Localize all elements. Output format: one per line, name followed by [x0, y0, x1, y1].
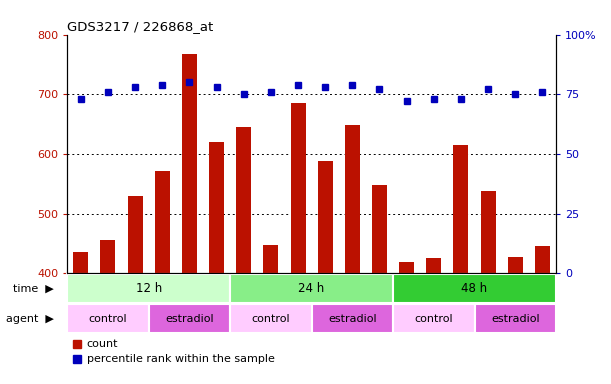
FancyBboxPatch shape: [312, 304, 393, 333]
Text: control: control: [252, 314, 290, 324]
Bar: [426, 258, 441, 273]
Bar: [535, 247, 550, 273]
Text: 24 h: 24 h: [299, 282, 324, 295]
Text: 12 h: 12 h: [136, 282, 162, 295]
FancyBboxPatch shape: [230, 274, 393, 303]
Bar: [481, 192, 496, 273]
Bar: [318, 161, 332, 273]
Bar: [291, 103, 306, 273]
Text: estradiol: estradiol: [328, 314, 376, 324]
FancyBboxPatch shape: [67, 304, 148, 333]
Bar: [100, 240, 115, 273]
FancyBboxPatch shape: [230, 304, 312, 333]
Bar: [73, 252, 88, 273]
Bar: [508, 257, 523, 273]
Bar: [453, 145, 469, 273]
Text: percentile rank within the sample: percentile rank within the sample: [87, 354, 274, 364]
FancyBboxPatch shape: [393, 274, 556, 303]
Bar: [345, 125, 360, 273]
Text: control: control: [89, 314, 127, 324]
FancyBboxPatch shape: [475, 304, 556, 333]
Bar: [372, 185, 387, 273]
Text: estradiol: estradiol: [165, 314, 214, 324]
Bar: [236, 127, 251, 273]
Text: GDS3217 / 226868_at: GDS3217 / 226868_at: [67, 20, 213, 33]
FancyBboxPatch shape: [67, 274, 230, 303]
Bar: [128, 195, 142, 273]
Text: estradiol: estradiol: [491, 314, 540, 324]
Bar: [209, 142, 224, 273]
Text: count: count: [87, 339, 119, 349]
FancyBboxPatch shape: [393, 304, 475, 333]
Bar: [263, 245, 279, 273]
FancyBboxPatch shape: [148, 304, 230, 333]
Text: time  ▶: time ▶: [13, 283, 54, 293]
Text: agent  ▶: agent ▶: [5, 314, 54, 324]
Text: 48 h: 48 h: [461, 282, 488, 295]
Bar: [182, 54, 197, 273]
Bar: [399, 262, 414, 273]
Bar: [155, 170, 170, 273]
Text: control: control: [414, 314, 453, 324]
